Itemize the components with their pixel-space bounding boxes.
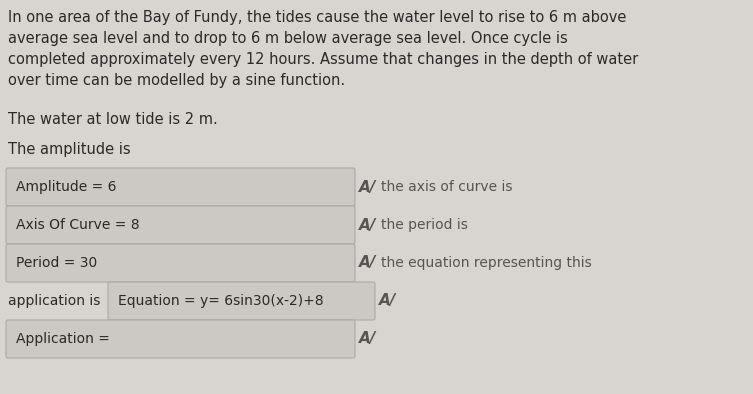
Text: Amplitude = 6: Amplitude = 6 (16, 180, 117, 194)
FancyBboxPatch shape (6, 320, 355, 358)
FancyBboxPatch shape (6, 168, 355, 206)
FancyBboxPatch shape (6, 206, 355, 244)
FancyBboxPatch shape (6, 244, 355, 282)
Text: Axis Of Curve = 8: Axis Of Curve = 8 (16, 218, 139, 232)
Text: the period is: the period is (381, 218, 468, 232)
Text: In one area of the Bay of Fundy, the tides cause the water level to rise to 6 m : In one area of the Bay of Fundy, the tid… (8, 10, 639, 88)
Text: The water at low tide is 2 m.: The water at low tide is 2 m. (8, 112, 218, 127)
Text: The amplitude is: The amplitude is (8, 142, 130, 157)
FancyBboxPatch shape (108, 282, 375, 320)
Text: A/: A/ (359, 217, 376, 232)
Text: A/: A/ (359, 255, 376, 271)
Text: the axis of curve is: the axis of curve is (381, 180, 513, 194)
Text: Application =: Application = (16, 332, 110, 346)
Text: A/: A/ (379, 294, 396, 309)
Text: A/: A/ (359, 180, 376, 195)
Text: Period = 30: Period = 30 (16, 256, 97, 270)
Text: application is: application is (8, 294, 100, 308)
Text: the equation representing this: the equation representing this (381, 256, 592, 270)
Text: Equation = y= 6sin30(x-2)+8: Equation = y= 6sin30(x-2)+8 (118, 294, 324, 308)
Text: A/: A/ (359, 331, 376, 346)
